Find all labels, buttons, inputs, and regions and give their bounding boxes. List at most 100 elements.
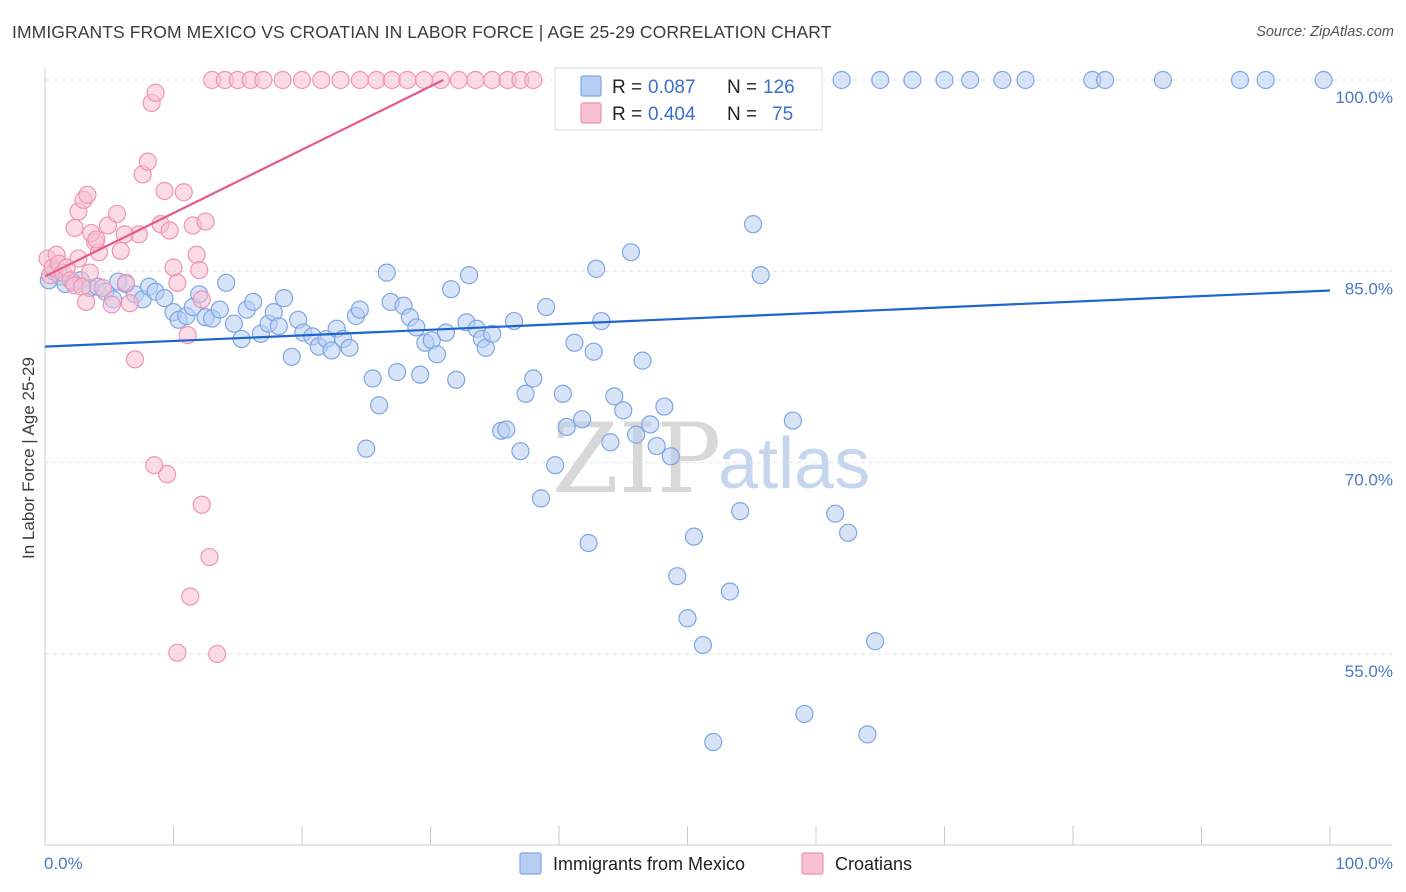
data-point — [587, 259, 606, 278]
data-point — [459, 266, 479, 285]
data-point — [655, 397, 674, 416]
data-point — [866, 632, 885, 651]
data-point — [447, 370, 466, 389]
data-point — [449, 70, 468, 90]
data-point — [524, 369, 543, 388]
data-point — [684, 527, 704, 546]
data-point — [273, 70, 292, 90]
data-point — [961, 70, 980, 90]
x-tick-label: 0.0% — [44, 854, 83, 873]
legend-n-value-pink: 75 — [772, 104, 793, 125]
legend-n-value-blue: 126 — [763, 77, 795, 98]
data-point — [579, 533, 598, 553]
data-point — [1256, 70, 1275, 90]
data-point — [80, 263, 100, 282]
data-point — [102, 295, 121, 314]
data-point — [168, 273, 187, 292]
data-point — [633, 351, 652, 370]
data-point — [537, 297, 556, 317]
data-point — [720, 582, 740, 601]
data-point — [145, 456, 164, 475]
data-point — [217, 273, 236, 292]
data-point — [1153, 70, 1173, 90]
data-point — [903, 70, 922, 90]
data-point — [350, 70, 369, 90]
chart-source: Source: ZipAtlas.com — [1256, 24, 1394, 40]
data-point — [641, 415, 660, 434]
data-point — [497, 420, 516, 439]
data-point — [626, 425, 646, 444]
bottom-legend-label-mexico: Immigrants from Mexico — [553, 854, 745, 874]
data-point — [192, 290, 211, 309]
data-point — [557, 417, 576, 437]
watermark-atlas: atlas — [718, 424, 870, 504]
data-point — [87, 230, 106, 249]
data-point — [427, 345, 447, 364]
data-point — [647, 436, 666, 456]
data-point — [187, 245, 206, 264]
data-point — [77, 292, 96, 312]
data-point — [181, 587, 200, 606]
data-point — [407, 318, 426, 337]
data-point — [377, 263, 396, 282]
data-point — [168, 643, 187, 662]
data-point — [524, 70, 543, 90]
data-point — [65, 218, 84, 238]
data-point — [704, 732, 723, 752]
data-point — [826, 504, 845, 523]
data-point — [1096, 70, 1115, 90]
data-point — [269, 317, 288, 336]
data-point — [340, 338, 359, 357]
data-point — [244, 292, 263, 312]
data-point — [93, 278, 112, 298]
data-point — [164, 258, 183, 277]
data-point — [312, 70, 331, 90]
bottom-legend-label-croatians: Croatians — [835, 854, 912, 874]
data-point — [783, 411, 802, 430]
legend-r-value-pink: 0.404 — [648, 104, 696, 125]
gridlines — [45, 79, 1392, 655]
data-point — [196, 212, 215, 231]
data-point — [483, 70, 502, 90]
y-axis-title: In Labor Force | Age 25-29 — [19, 357, 38, 559]
data-point — [661, 447, 680, 466]
legend-box: R = 0.087 N = 126 R = 0.404 N = 75 — [554, 67, 823, 131]
data-point — [531, 489, 551, 508]
y-tick-label: 100.0% — [1335, 88, 1393, 107]
data-point — [621, 243, 641, 262]
series-croatians-points — [38, 70, 543, 664]
y-tick-label: 55.0% — [1345, 662, 1393, 681]
legend-r-label: R = — [612, 104, 642, 125]
data-point — [693, 635, 713, 655]
data-point — [254, 70, 273, 90]
data-point — [292, 70, 312, 90]
legend-r-value-blue: 0.087 — [648, 77, 696, 98]
data-point — [1016, 70, 1035, 90]
watermark: ZIP atlas — [552, 403, 870, 515]
data-point — [511, 442, 530, 461]
data-point — [795, 704, 814, 724]
legend-n-label: N = — [727, 104, 757, 125]
data-point — [370, 396, 389, 415]
data-point — [565, 333, 584, 352]
data-point — [668, 567, 687, 586]
chart-title: IMMIGRANTS FROM MEXICO VS CROATIAN IN LA… — [12, 22, 832, 42]
bottom-legend-swatch-blue — [519, 852, 542, 875]
data-point — [553, 384, 572, 403]
legend-n-label: N = — [727, 77, 757, 98]
data-point — [157, 465, 177, 484]
data-point — [138, 152, 157, 171]
data-point — [331, 70, 350, 90]
data-point — [731, 502, 750, 521]
data-point — [155, 181, 174, 201]
data-point — [116, 273, 136, 292]
y-tick-labels: 55.0% 70.0% 85.0% 100.0% — [1335, 88, 1393, 681]
axes — [44, 68, 1392, 846]
trendlines — [44, 79, 1331, 348]
data-point — [69, 249, 88, 268]
data-point — [387, 363, 407, 382]
data-point — [584, 342, 603, 361]
data-point — [274, 289, 294, 308]
data-point — [839, 523, 858, 542]
y-tick-label: 70.0% — [1345, 471, 1393, 490]
